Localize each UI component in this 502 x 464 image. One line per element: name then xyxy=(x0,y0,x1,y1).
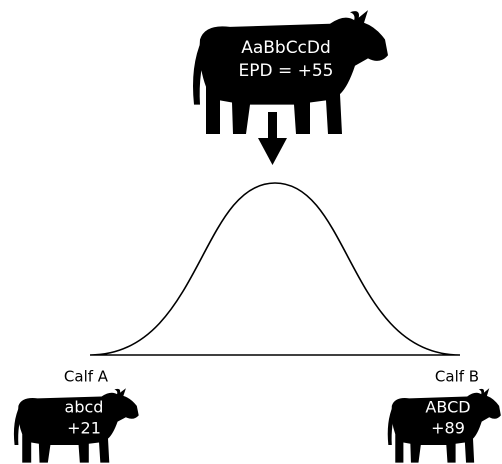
calf-b: Calf B ABCD +89 xyxy=(387,368,501,463)
calf-a: Calf A abcd +21 xyxy=(13,368,139,463)
calf-genotype: abcd xyxy=(65,398,104,417)
calf-epd: +89 xyxy=(431,419,465,438)
calf-label: Calf A xyxy=(64,368,109,386)
calf-label: Calf B xyxy=(435,368,479,386)
calf-epd: +21 xyxy=(67,419,101,438)
bell-curve xyxy=(89,182,461,356)
calf-genotype: ABCD xyxy=(425,398,470,417)
arrow xyxy=(258,112,287,165)
sire: AaBbCcDd EPD = +55 xyxy=(193,10,388,135)
sire-genotype: AaBbCcDd xyxy=(241,38,331,58)
sire-epd: EPD = +55 xyxy=(238,61,333,81)
